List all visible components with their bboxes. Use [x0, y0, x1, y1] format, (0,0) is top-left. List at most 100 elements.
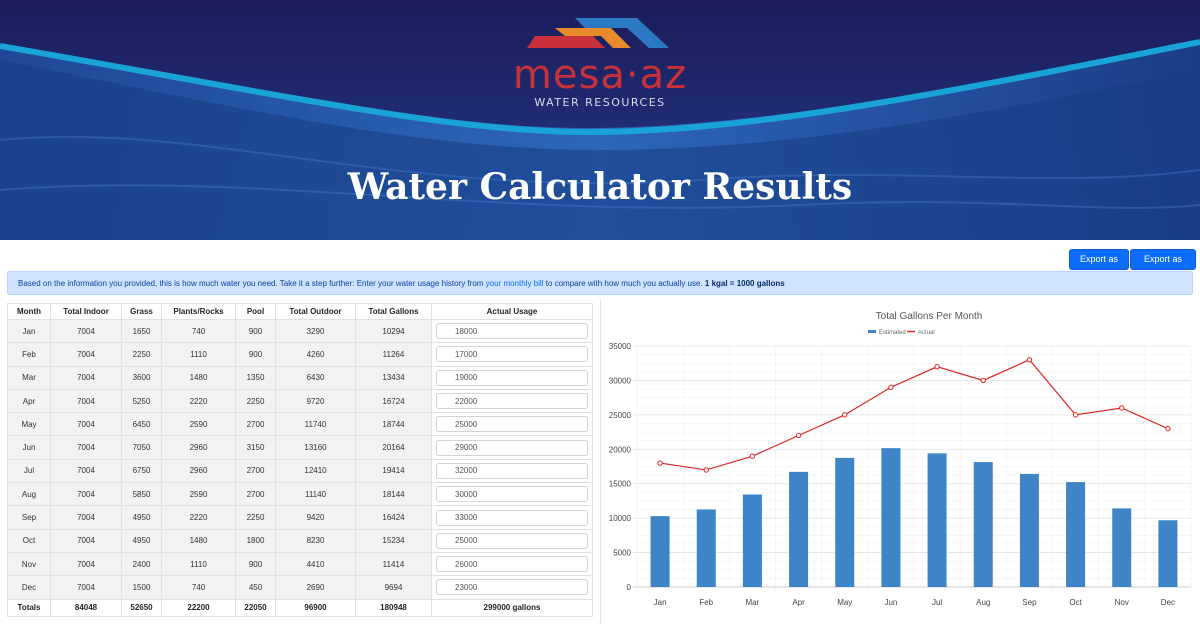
cell-plants: 1110 [161, 551, 236, 577]
cell-indoor: 7004 [50, 388, 122, 414]
actual-usage-input[interactable] [436, 462, 588, 479]
x-tick-label: Feb [699, 598, 713, 607]
actual-usage-input[interactable] [436, 579, 588, 596]
cell-grass: 1500 [121, 575, 162, 600]
cell-outdoor: 8230 [275, 528, 356, 553]
info-text: Based on the information you provided, t… [18, 279, 486, 288]
point-actual-jul [934, 363, 940, 370]
cell-total: 16424 [355, 505, 432, 530]
bar-estimated-jan [650, 516, 670, 587]
legend-label-estimated: Estimated [879, 330, 906, 336]
point-actual-apr [795, 432, 802, 439]
total-outdoor: 96900 [275, 598, 356, 617]
cell-indoor: 7004 [50, 575, 122, 600]
actual-usage-input[interactable] [436, 439, 588, 456]
total-plants: 22200 [161, 598, 236, 617]
cell-pool: 2250 [235, 505, 276, 530]
cell-indoor: 7004 [50, 551, 122, 577]
monthly-bill-link[interactable]: your monthly bill [485, 279, 544, 288]
cell-month: Apr [7, 388, 51, 414]
cell-total: 19414 [355, 458, 432, 484]
actual-usage-input[interactable] [436, 346, 588, 363]
col-header-indoor: Total Indoor [50, 303, 122, 320]
total-total: 180948 [355, 598, 432, 617]
banner-background [0, 0, 1200, 240]
actual-usage-input[interactable] [436, 556, 588, 573]
bar-estimated-feb [696, 509, 716, 587]
y-tick-label: 10000 [609, 514, 632, 523]
actual-usage-input[interactable] [436, 323, 588, 340]
cell-indoor: 7004 [50, 528, 122, 553]
point-actual-oct [1072, 412, 1079, 418]
cell-plants: 2960 [161, 458, 236, 484]
total-indoor: 84048 [50, 598, 122, 617]
table-row: May 7004 6450 2590 2700 11740 18744 [7, 412, 593, 437]
y-tick-label: 35000 [609, 342, 632, 351]
cell-total: 18144 [355, 482, 432, 507]
table-row: Feb 7004 2250 1110 900 4260 11264 [7, 342, 593, 367]
cell-actual [431, 365, 593, 390]
export-pdf-button[interactable]: Export as PDF [1069, 249, 1129, 283]
cell-outdoor: 13160 [275, 435, 356, 460]
actual-usage-input[interactable] [436, 509, 588, 526]
bar-estimated-sep [1019, 473, 1039, 587]
bar-estimated-apr [789, 471, 809, 587]
header-banner: mesa·az WATER RESOURCES Water Calculator… [0, 0, 1200, 240]
table-header-row: Month Total Indoor Grass Plants/Rocks Po… [7, 303, 593, 320]
export-image-button[interactable]: Export as Image [1130, 249, 1196, 283]
point-actual-aug [980, 377, 986, 384]
x-tick-label: Oct [1069, 598, 1082, 607]
cell-outdoor: 11140 [275, 482, 356, 507]
table-row: Mar 7004 3600 1480 1350 6430 13434 [7, 365, 593, 390]
cell-month: Dec [7, 575, 51, 600]
cell-total: 11414 [355, 551, 432, 577]
logo-subtitle: WATER RESOURCES [534, 96, 666, 109]
cell-outdoor: 9720 [275, 388, 356, 414]
cell-outdoor: 6430 [275, 365, 356, 390]
cell-grass: 7050 [121, 435, 162, 460]
x-tick-label: Sep [1022, 598, 1037, 607]
total-grass: 52650 [121, 598, 162, 617]
cell-month: Nov [7, 551, 51, 577]
cell-indoor: 7004 [50, 412, 122, 437]
cell-pool: 2700 [235, 412, 276, 437]
x-tick-label: Jul [932, 598, 942, 607]
chart-panel: Total Gallons Per Month Estimated Actual 0 5… [600, 299, 1200, 624]
point-actual-dec [1165, 425, 1171, 432]
cell-grass: 3600 [121, 365, 162, 390]
cell-outdoor: 12410 [275, 458, 356, 484]
actual-usage-input[interactable] [436, 416, 588, 433]
page-title: Water Calculator Results [347, 166, 853, 208]
col-header-plants: Plants/Rocks [161, 303, 236, 320]
cell-grass: 6750 [121, 458, 162, 484]
cell-actual [431, 528, 593, 553]
total-actual: 299000 gallons [431, 598, 593, 617]
total-pool: 22050 [235, 598, 276, 617]
cell-pool: 900 [235, 318, 276, 344]
bar-estimated-oct [1066, 482, 1086, 587]
cell-grass: 5250 [121, 388, 162, 414]
table-row: Oct 7004 4950 1480 1800 8230 15234 [7, 528, 593, 553]
point-actual-jun [888, 384, 894, 391]
cell-month: Jul [7, 458, 51, 484]
bar-estimated-may [835, 457, 855, 587]
cell-indoor: 7004 [50, 482, 122, 507]
cell-pool: 1800 [235, 528, 276, 553]
cell-outdoor: 11740 [275, 412, 356, 437]
actual-usage-input[interactable] [436, 532, 588, 549]
cell-indoor: 7004 [50, 365, 122, 390]
point-actual-sep [1026, 357, 1033, 363]
chart-title: Total Gallons Per Month [876, 311, 983, 322]
col-header-grass: Grass [121, 303, 162, 320]
actual-usage-input[interactable] [436, 393, 588, 410]
cell-actual [431, 342, 593, 367]
cell-total: 13434 [355, 365, 432, 390]
info-alert: Based on the information you provided, t… [7, 271, 1193, 295]
cell-month: Mar [7, 365, 51, 390]
table-row: Sep 7004 4950 2220 2250 9420 16424 [7, 505, 593, 530]
totals-row: Totals 84048 52650 22200 22050 96900 180948 299… [7, 598, 593, 617]
cell-pool: 900 [235, 551, 276, 577]
actual-usage-input[interactable] [436, 369, 588, 386]
table-row: Jul 7004 6750 2960 2700 12410 19414 [7, 458, 593, 484]
actual-usage-input[interactable] [436, 486, 588, 503]
